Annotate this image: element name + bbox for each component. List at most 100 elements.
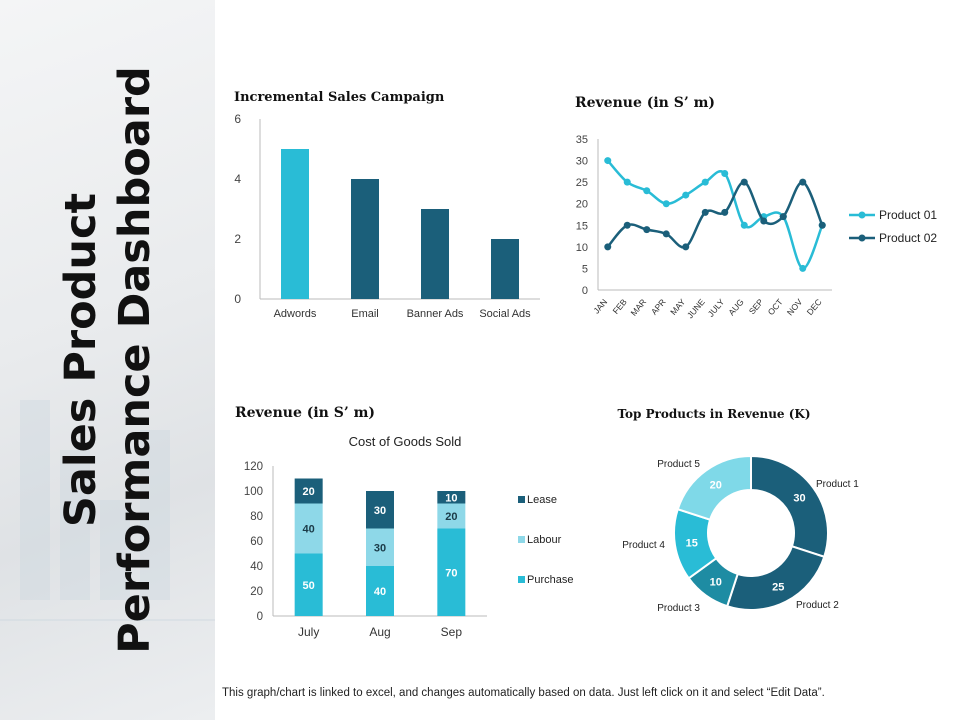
data-label-product-2: 25 <box>772 581 784 593</box>
y-tick-label: 10 <box>576 242 588 254</box>
legend-swatch-purchase <box>518 576 525 583</box>
legend-label-lease: Lease <box>527 494 557 506</box>
point-product-02 <box>682 243 690 251</box>
category-label-product-5: Product 5 <box>657 459 700 470</box>
chart-title: Top Products in Revenue (K) <box>617 407 810 421</box>
x-tick-label: Adwords <box>274 308 317 320</box>
point-product-01 <box>682 191 690 199</box>
data-label-purchase: 40 <box>374 586 386 598</box>
data-label-product-5: 20 <box>710 479 722 491</box>
point-product-01 <box>623 178 631 186</box>
chart-title: Incremental Sales Campaign <box>234 90 445 105</box>
x-tick-label: NOV <box>785 297 805 318</box>
point-product-02 <box>799 178 807 186</box>
bar-adwords <box>281 149 309 299</box>
point-product-02 <box>818 221 826 229</box>
bar-segment-lease <box>437 491 466 504</box>
legend-label-purchase: Purchase <box>527 574 573 586</box>
data-label-product-4: 15 <box>686 537 698 549</box>
legend-swatch-lease <box>518 496 525 503</box>
cost-of-goods-sold-chart[interactable]: Revenue (in S’ m) Cost of Goods Sold 0 20 40… <box>225 395 585 650</box>
category-label-product-4: Product 4 <box>622 540 665 551</box>
bar-segment-purchase <box>437 528 466 616</box>
y-tick-label: 100 <box>244 486 263 498</box>
data-label-product-1: 30 <box>793 493 805 505</box>
x-tick-label: Sep <box>441 625 463 639</box>
slice-product-1 <box>750 454 829 559</box>
point-product-01 <box>701 178 709 186</box>
chart-title: Revenue (in S’ m) <box>575 95 715 111</box>
point-product-01 <box>799 264 807 272</box>
point-product-01 <box>662 200 670 208</box>
data-label-labour: 30 <box>374 542 386 554</box>
legend-label-product-01: Product 01 <box>879 208 937 222</box>
y-tick-label: 40 <box>250 561 263 573</box>
x-tick-label: MAR <box>628 297 648 318</box>
y-tick-label: 4 <box>234 172 241 186</box>
chart-title: Revenue (in S’ m) <box>235 405 375 421</box>
point-product-02 <box>662 230 670 238</box>
footer-note: This graph/chart is linked to excel, and… <box>222 687 825 699</box>
point-product-01 <box>721 170 729 178</box>
bar-banner-ads <box>421 209 449 299</box>
incremental-sales-chart[interactable]: Incremental Sales Campaign 0 2 4 6 Adwords Ema… <box>225 80 555 330</box>
x-tick-label: Aug <box>369 625 390 639</box>
data-label-purchase: 50 <box>303 580 315 592</box>
bar-segment-purchase <box>294 553 323 616</box>
point-product-02 <box>740 178 748 186</box>
y-tick-label: 2 <box>234 232 241 246</box>
revenue-line-chart[interactable]: Revenue (in S’ m) 0 5 10 15 20 25 30 35 JAN FEB MAR… <box>560 80 955 335</box>
bar-email <box>351 179 379 299</box>
legend-marker-product-01 <box>858 211 866 219</box>
data-label-labour: 40 <box>303 524 315 536</box>
x-tick-label: AUG <box>726 297 746 318</box>
page-title: Sales Product Performance Dashboard <box>54 35 162 685</box>
point-product-01 <box>740 221 748 229</box>
y-tick-label: 0 <box>582 285 588 297</box>
bar-segment-labour <box>437 503 466 529</box>
data-label-lease: 20 <box>303 486 315 498</box>
sidebar: Sales Product Performance Dashboard <box>0 0 215 720</box>
decorative-background-chart <box>0 400 215 621</box>
y-tick-label: 0 <box>257 611 263 623</box>
x-tick-label: Social Ads <box>479 308 531 320</box>
x-tick-label: DEC <box>805 297 824 317</box>
data-label-product-3: 10 <box>710 577 722 589</box>
data-label-purchase: 70 <box>445 567 457 579</box>
category-label-product-2: Product 2 <box>796 600 839 611</box>
y-tick-label: 20 <box>576 199 588 211</box>
legend-swatch-labour <box>518 536 525 543</box>
top-products-donut-chart[interactable]: Top Products in Revenue (K) 30 Product 1 25… <box>590 395 955 630</box>
chart-subtitle: Cost of Goods Sold <box>349 434 462 449</box>
point-product-02 <box>701 208 709 216</box>
slice-product-5 <box>676 454 752 521</box>
legend-label-product-02: Product 02 <box>879 231 937 245</box>
point-product-02 <box>604 243 612 251</box>
point-product-01 <box>643 187 651 195</box>
y-tick-label: 6 <box>234 112 241 126</box>
x-tick-label: SEP <box>747 297 766 317</box>
page-title-line-2: Performance Dashboard <box>110 66 160 654</box>
bar-segment-labour <box>294 503 323 554</box>
point-product-02 <box>623 221 631 229</box>
x-tick-label: JULY <box>706 297 727 319</box>
bar-segment-lease <box>294 478 323 504</box>
y-tick-label: 30 <box>576 156 588 168</box>
category-label-product-1: Product 1 <box>816 479 859 490</box>
page-title-line-1: Sales Product <box>56 192 106 528</box>
point-product-02 <box>643 226 651 234</box>
x-tick-label: July <box>298 625 319 639</box>
data-label-lease: 30 <box>374 505 386 517</box>
point-product-02 <box>779 213 787 221</box>
point-product-01 <box>604 157 612 165</box>
x-tick-label: Banner Ads <box>407 308 464 320</box>
x-tick-label: JAN <box>591 297 609 316</box>
y-tick-label: 15 <box>576 220 588 232</box>
point-product-02 <box>760 217 768 225</box>
x-tick-label: Email <box>351 308 379 320</box>
bar-segment-lease <box>366 491 394 529</box>
bar-segment-labour <box>366 528 394 566</box>
y-tick-label: 35 <box>576 134 588 146</box>
category-label-product-3: Product 3 <box>657 603 700 614</box>
series-line-product-01 <box>606 159 824 270</box>
